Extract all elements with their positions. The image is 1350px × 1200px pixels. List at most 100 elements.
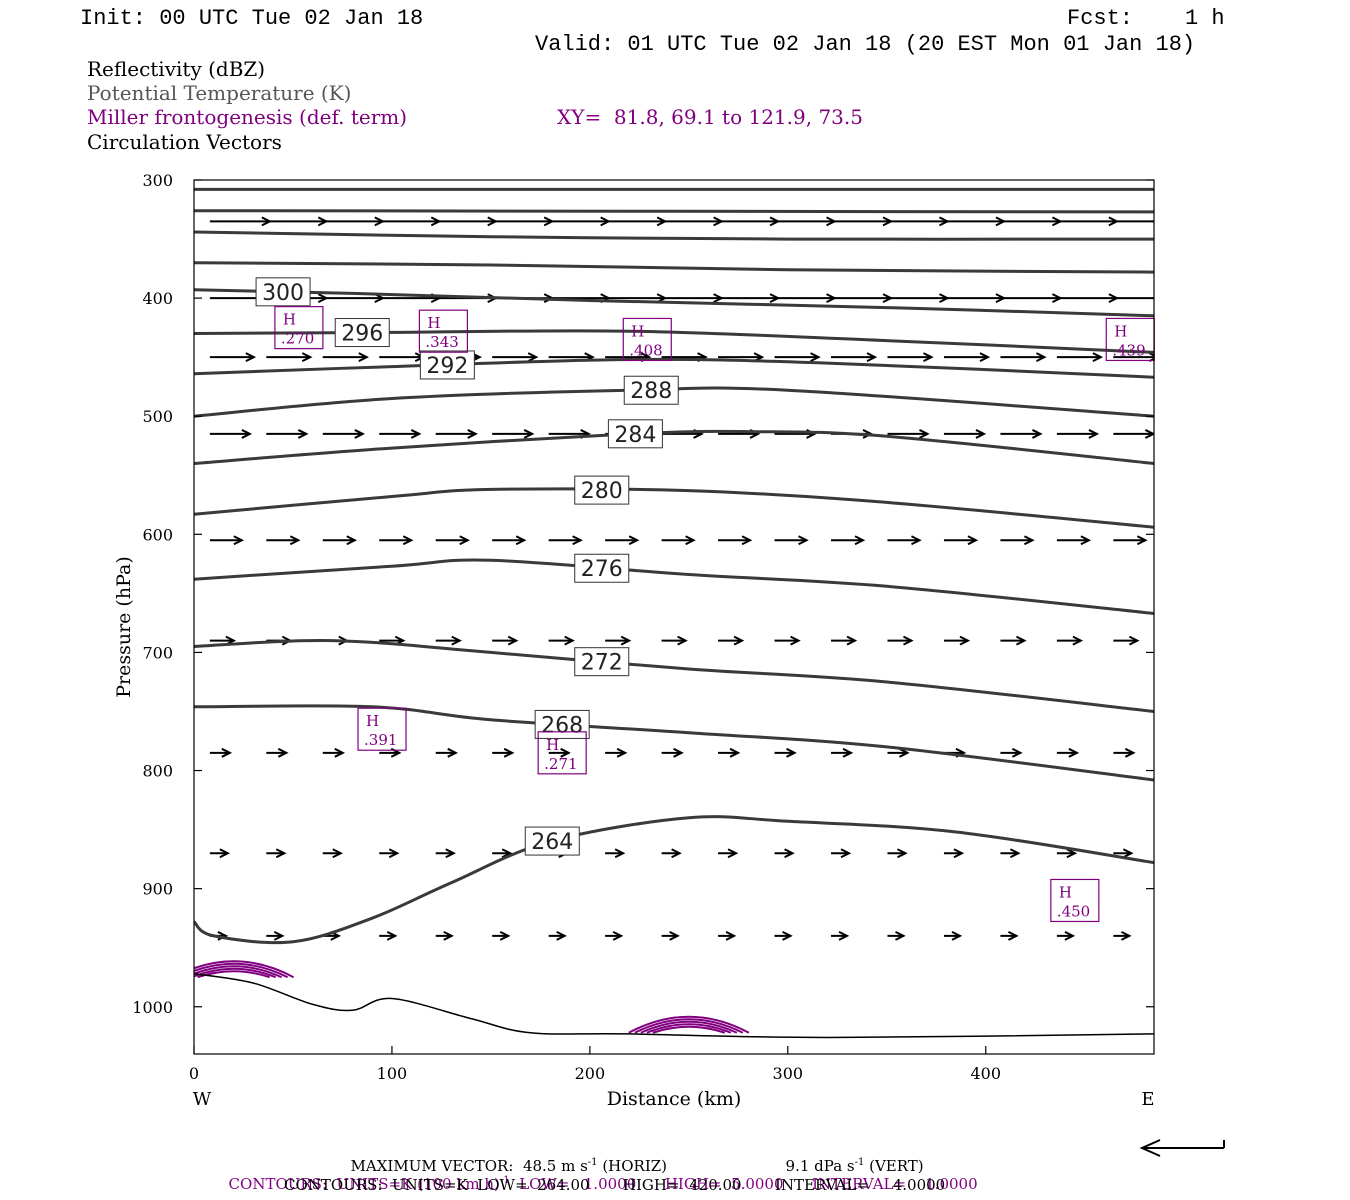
vector-head xyxy=(677,635,688,646)
vector-head xyxy=(1066,848,1078,859)
vector-head xyxy=(221,747,233,758)
x-tick-label: 0 xyxy=(189,1064,199,1083)
vector-head xyxy=(1165,294,1173,302)
circulation-vector xyxy=(831,216,894,227)
vector-head xyxy=(727,848,739,859)
vector-head xyxy=(297,429,309,439)
circulation-vector xyxy=(1113,294,1173,302)
frontogenesis-max-box xyxy=(537,731,587,775)
frontogenesis-contour xyxy=(640,1020,738,1034)
circulation-vector xyxy=(1056,429,1100,439)
vector-head xyxy=(467,429,478,439)
vector-head xyxy=(1092,352,1104,363)
isentrope-label-box xyxy=(255,277,311,307)
frontogenesis-max-box xyxy=(274,306,324,350)
circulation-vector xyxy=(379,429,422,439)
circulation-vector xyxy=(1000,930,1019,941)
vector-head xyxy=(1148,352,1154,363)
circulation-vector xyxy=(943,635,971,646)
circulation-vector xyxy=(831,352,878,363)
forecast-hour: 1 h xyxy=(1185,6,1225,31)
circulation-vector xyxy=(492,848,513,859)
circulation-vector xyxy=(774,293,837,304)
circulation-vector xyxy=(661,747,684,758)
circulation-vector xyxy=(718,216,781,227)
circulation-vector xyxy=(379,930,398,941)
vector-head xyxy=(358,352,370,363)
vector-head xyxy=(275,848,287,859)
x-axis-label: Distance (km) xyxy=(607,1088,742,1110)
circulation-vector xyxy=(774,535,809,546)
frontogenesis-max-label: H xyxy=(283,311,296,329)
circulation-vector xyxy=(1113,930,1132,941)
vector-head xyxy=(1144,429,1154,439)
circulation-vector xyxy=(266,429,309,439)
max-vector-label: MAXIMUM VECTOR: xyxy=(350,1157,514,1175)
circulation-vector xyxy=(831,635,858,646)
vector-head xyxy=(685,535,696,546)
frontogenesis-max-value: .270 xyxy=(281,330,314,348)
circulation-vector xyxy=(1113,429,1154,439)
frontogenesis-max-label: H xyxy=(366,712,379,730)
isentrope-label: 280 xyxy=(581,479,623,504)
vector-head xyxy=(741,535,753,546)
y-tick-label: 1000 xyxy=(132,998,173,1017)
vector-head xyxy=(782,930,793,941)
vector-head xyxy=(733,635,745,646)
isentrope-label-box xyxy=(534,709,590,739)
isentrope-label-box xyxy=(524,826,580,856)
vector-head xyxy=(842,747,854,758)
circulation-vector xyxy=(1170,217,1230,225)
vector-head xyxy=(786,747,797,758)
isentrope-line xyxy=(194,329,1154,354)
circulation-vector xyxy=(774,635,801,646)
circulation-vector xyxy=(1056,293,1120,304)
isentrope-label: 276 xyxy=(581,557,623,582)
reference-vector-arrow xyxy=(1139,1139,1225,1157)
terrain-line xyxy=(194,972,1154,1039)
circulation-vector xyxy=(266,535,301,546)
circulation-vector xyxy=(605,848,626,859)
vector-head xyxy=(1194,536,1202,544)
frontogenesis-max-box xyxy=(418,309,469,353)
vector-head xyxy=(1136,535,1148,546)
vector-head xyxy=(798,535,809,546)
circulation-vector xyxy=(774,747,797,758)
circulation-vector xyxy=(831,848,852,859)
circulation-vector xyxy=(661,535,696,546)
vector-head xyxy=(614,848,626,859)
isentrope-label: 296 xyxy=(341,322,383,347)
vector-head xyxy=(1124,747,1136,758)
vector-head xyxy=(515,535,527,546)
circulation-vector xyxy=(718,535,753,546)
circulation-vector xyxy=(548,535,583,546)
vector-head xyxy=(1011,747,1023,758)
legend-reflectivity: Reflectivity (dBZ) xyxy=(87,57,266,81)
vector-head xyxy=(895,930,906,941)
vector-head xyxy=(1088,429,1100,439)
legend-xy-coords: XY= 81.8, 69.1 to 121.9, 73.5 xyxy=(557,105,863,129)
vector-head xyxy=(1023,535,1035,546)
vector-head xyxy=(1182,749,1190,757)
circulation-vector xyxy=(322,535,358,546)
vector-head xyxy=(866,352,878,363)
circulation-vector xyxy=(266,747,289,758)
frontogenesis-contour xyxy=(652,1025,726,1034)
circulation-vector xyxy=(266,930,285,941)
vector-head xyxy=(507,635,519,646)
vector-head xyxy=(277,747,289,758)
circulation-vector xyxy=(492,535,527,546)
circulation-vector xyxy=(1000,848,1021,859)
vector-head xyxy=(838,930,850,941)
circulation-vector xyxy=(1000,293,1063,304)
circulation-vector xyxy=(266,216,329,227)
circulation-vector xyxy=(266,848,287,859)
circulation-vector xyxy=(435,747,458,758)
frontogenesis-contour xyxy=(194,962,289,979)
circulation-vector xyxy=(718,848,739,859)
circulation-vector xyxy=(435,930,454,941)
isentrope-label: 292 xyxy=(426,354,468,379)
circulation-vector xyxy=(718,930,737,941)
max-vector-horiz: 48.5 m s xyxy=(522,1157,588,1175)
